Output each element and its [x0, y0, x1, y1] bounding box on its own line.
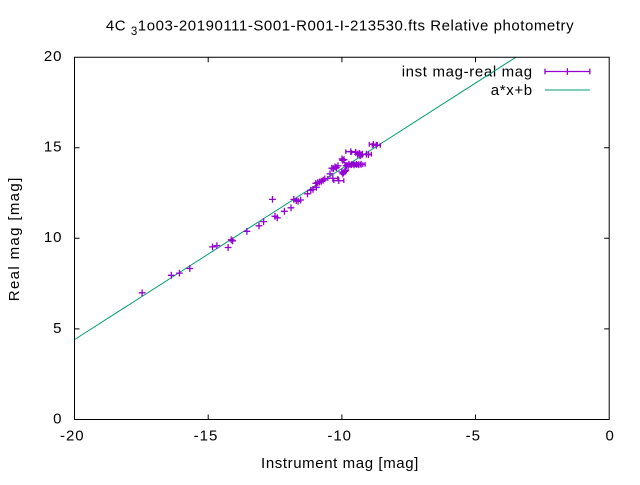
svg-text:inst mag-real mag: inst mag-real mag	[402, 63, 533, 80]
svg-text:-5: -5	[466, 428, 481, 445]
svg-text:-15: -15	[194, 428, 219, 445]
svg-text:4C 31o03-20190111-S001-R001-I-: 4C 31o03-20190111-S001-R001-I-213530.fts…	[106, 18, 574, 38]
svg-text:-10: -10	[327, 428, 352, 445]
svg-text:Instrument mag [mag]: Instrument mag [mag]	[261, 455, 419, 472]
svg-text:20: 20	[44, 48, 63, 65]
svg-text:a*x+b: a*x+b	[491, 82, 533, 99]
svg-text:10: 10	[44, 229, 63, 246]
svg-text:Real mag [mag]: Real mag [mag]	[6, 176, 23, 301]
svg-text:5: 5	[53, 320, 62, 337]
svg-text:0: 0	[606, 428, 615, 445]
svg-text:-20: -20	[60, 428, 85, 445]
svg-text:15: 15	[44, 139, 63, 156]
svg-text:0: 0	[53, 410, 62, 427]
